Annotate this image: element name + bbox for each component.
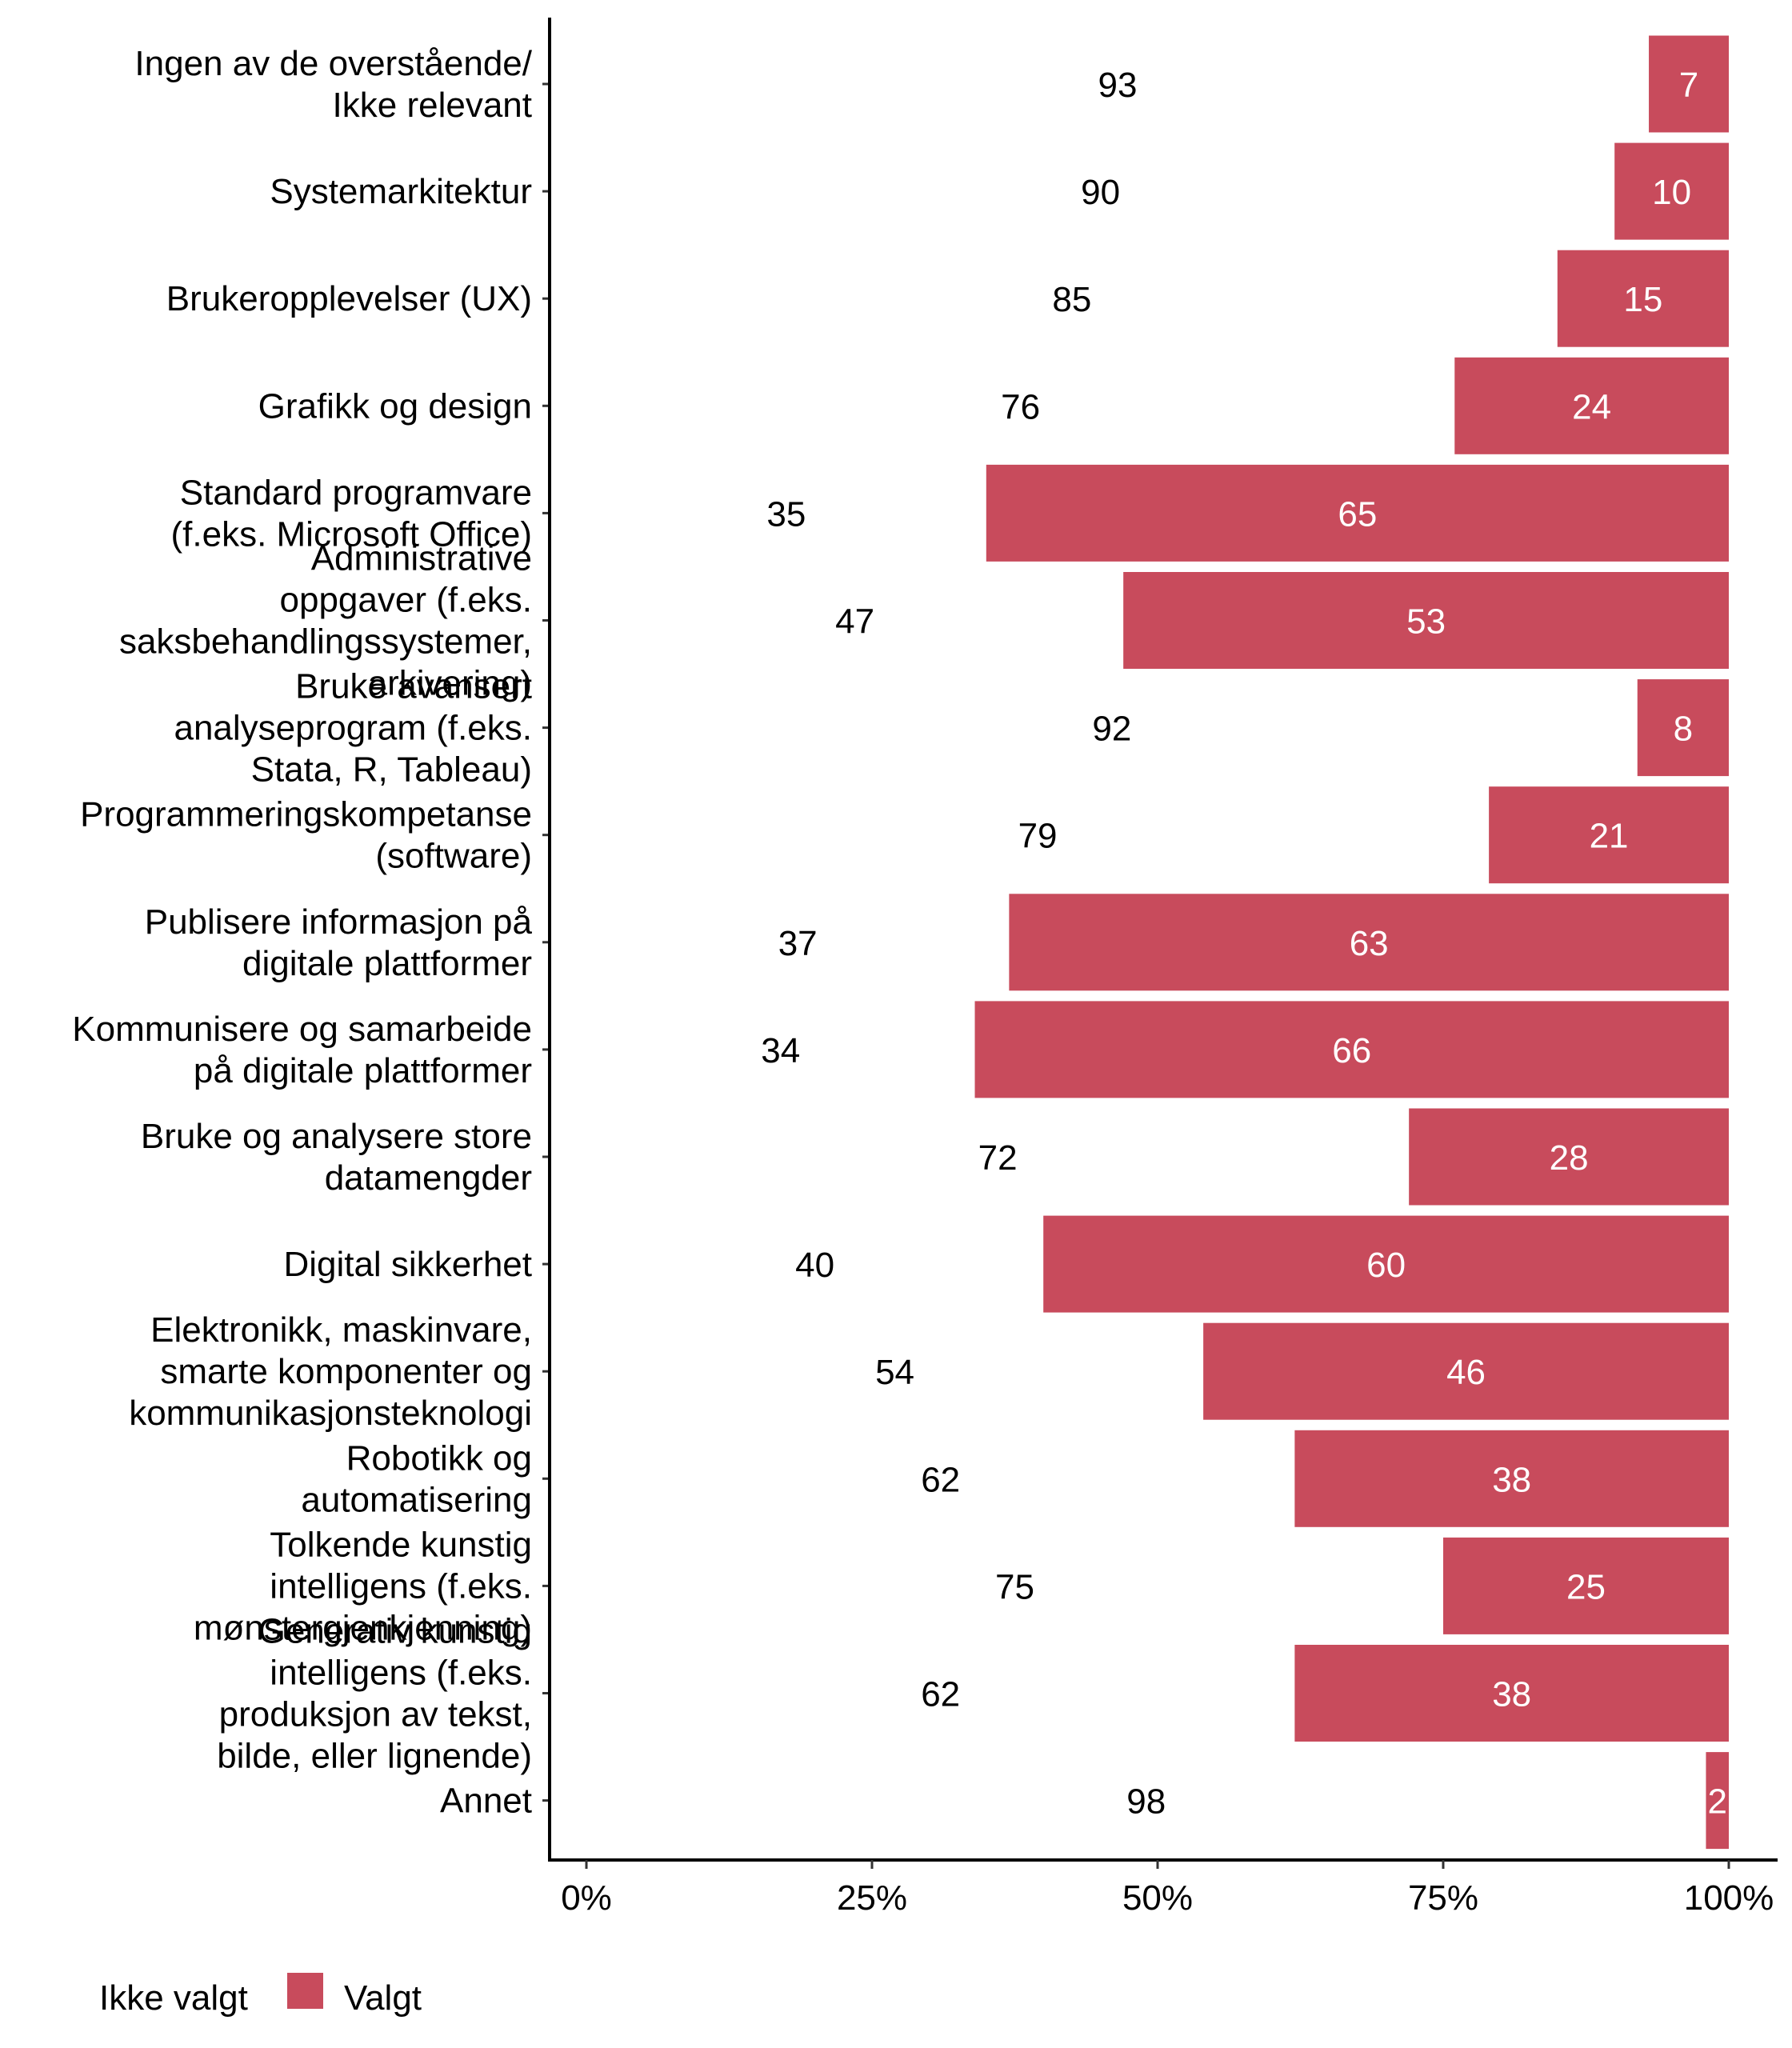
bar-valgt	[1123, 572, 1729, 669]
data-label: 62	[921, 1675, 960, 1714]
y-tick-label: Generativ kunstig intelligens (f.eks. prod…	[217, 1612, 532, 1776]
bar-valgt	[1294, 1430, 1729, 1527]
y-tick-label: Robotikk og automatisering	[301, 1438, 532, 1519]
legend-label-ikke-valgt: Ikke valgt	[99, 1978, 248, 2018]
data-label: 28	[1550, 1138, 1589, 1178]
data-label: 93	[1098, 66, 1138, 105]
data-label: 2	[1707, 1782, 1726, 1822]
y-tick-label: Kommunisere og samarbeide på digitale pla…	[72, 1010, 532, 1090]
data-label: 60	[1366, 1246, 1406, 1285]
y-tick-label: Tolkende kunstig intelligens (f.eks. mønst…	[194, 1525, 532, 1647]
y-tick-label: Brukeropplevelser (UX)	[166, 279, 532, 318]
bar-valgt	[1649, 35, 1729, 133]
data-label: 35	[766, 494, 806, 534]
data-label: 62	[921, 1460, 960, 1499]
bar-valgt	[1706, 1752, 1729, 1850]
bar-valgt	[1043, 1215, 1729, 1313]
data-label: 63	[1350, 924, 1389, 963]
y-tick-label: Digital sikkerhet	[283, 1245, 532, 1284]
bar-valgt	[1489, 786, 1729, 884]
data-label: 7	[1679, 66, 1698, 105]
data-label: 54	[875, 1353, 914, 1392]
data-label: 98	[1126, 1782, 1166, 1822]
bar-valgt	[1557, 250, 1729, 347]
bar-valgt	[986, 464, 1729, 562]
data-label: 25	[1566, 1567, 1606, 1606]
y-tick-label: Publisere informasjon på digitale plattfo…	[145, 902, 533, 983]
bar-valgt	[1443, 1537, 1729, 1634]
data-label: 24	[1572, 387, 1611, 426]
data-label: 79	[1018, 817, 1058, 856]
data-label: 8	[1674, 710, 1693, 749]
data-label: 38	[1492, 1460, 1531, 1499]
y-tick-label: Bruke og analysere store datamengder	[141, 1117, 532, 1198]
x-axis: 0% 25% 50% 75% 100%	[548, 1858, 1778, 1918]
data-label: 92	[1092, 710, 1131, 749]
bar-labels-layer: 93 7 90 10 85 15 76 24 35 65 47 53 92 8 79 21 37 63 34 66 72…	[761, 66, 1727, 1822]
x-tick-label: 75%	[1408, 1878, 1478, 1918]
data-label: 21	[1590, 817, 1629, 856]
data-label: 75	[995, 1567, 1034, 1606]
legend-key-valgt	[287, 1973, 323, 2009]
y-axis	[542, 18, 551, 1862]
data-label: 76	[1001, 387, 1040, 426]
data-label: 34	[761, 1031, 800, 1070]
y-tick-label: Elektronikk, maskinvare, smarte komponent…	[129, 1310, 532, 1433]
data-label: 37	[778, 924, 818, 963]
y-tick-label: Bruke avansert analyseprogram (f.eks. Stat…	[174, 667, 532, 790]
bar-valgt	[1454, 357, 1729, 454]
y-axis-labels: Ingen av de overstående/Ikke relevant Sys…	[72, 44, 533, 1821]
y-tick-label: Administrative oppgaver (f.eks. saksbehand…	[119, 539, 532, 703]
data-label: 90	[1081, 173, 1120, 212]
bar-valgt	[1203, 1322, 1729, 1420]
bar-valgt	[1294, 1645, 1729, 1742]
data-label: 72	[978, 1138, 1018, 1178]
y-tick-label: Systemarkitektur	[270, 172, 532, 211]
data-label: 10	[1652, 173, 1691, 212]
bar-valgt	[974, 1001, 1729, 1098]
legend-label-valgt: Valgt	[344, 1978, 422, 2018]
y-tick-label: Standard programvare (f.eks. Microsoft Of…	[171, 473, 533, 554]
x-tick-label: 50%	[1122, 1878, 1193, 1918]
data-label: 38	[1492, 1675, 1531, 1714]
y-tick-label: Annet	[440, 1782, 532, 1821]
data-label: 53	[1406, 602, 1446, 642]
y-tick-label: Grafikk og design	[258, 386, 532, 426]
y-tick-label: Programmeringskompetanse (software)	[80, 795, 532, 876]
data-label: 47	[835, 602, 874, 642]
bar-valgt	[1409, 1108, 1729, 1206]
y-tick-label: Ingen av de overstående/Ikke relevant	[134, 44, 532, 125]
data-label: 66	[1332, 1031, 1371, 1070]
x-tick-label: 25%	[837, 1878, 907, 1918]
data-label: 46	[1446, 1353, 1486, 1392]
data-label: 15	[1623, 280, 1662, 319]
bars-layer	[974, 35, 1729, 1850]
legend: Ikke valgt Valgt	[99, 1973, 422, 2018]
bar-valgt	[1614, 142, 1729, 240]
data-label: 65	[1338, 494, 1377, 534]
x-tick-label: 100%	[1684, 1878, 1774, 1918]
data-label: 40	[795, 1246, 834, 1285]
bar-valgt	[1009, 894, 1729, 991]
bar-valgt	[1637, 679, 1729, 777]
data-label: 85	[1052, 280, 1091, 319]
x-tick-label: 0%	[561, 1878, 612, 1918]
